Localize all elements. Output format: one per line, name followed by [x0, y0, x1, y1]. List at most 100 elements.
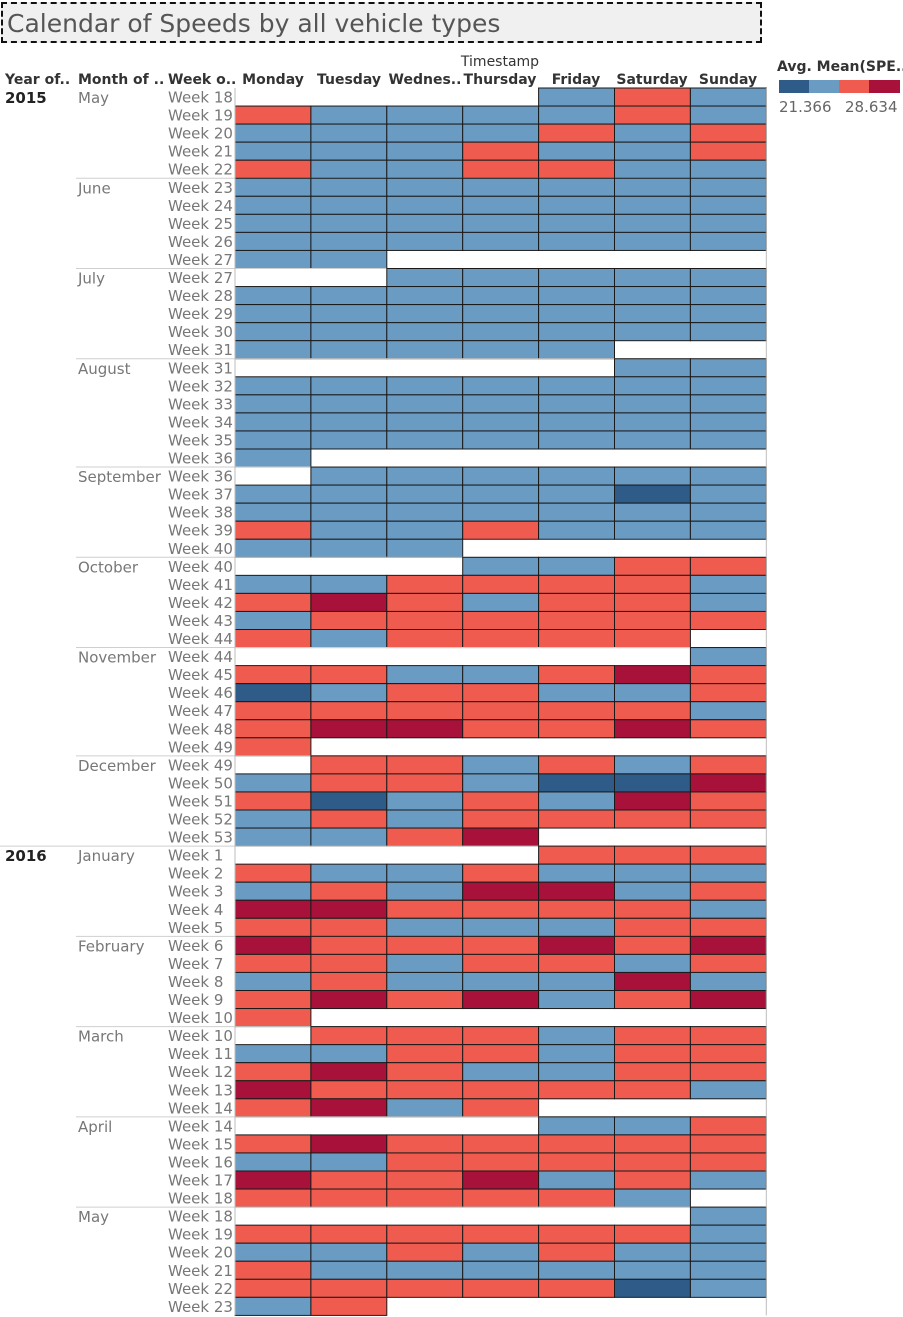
heatmap-cell-friday [538, 574, 615, 594]
heatmap-cell-thursday [462, 827, 540, 847]
heatmap-cell-monday [234, 213, 312, 233]
week-label: Week 23 [168, 1298, 233, 1316]
heatmap-cell-thursday [462, 1170, 540, 1190]
week-label: Week 5 [168, 919, 223, 937]
heatmap-cell-saturday [614, 87, 691, 107]
heatmap-cell-monday [234, 971, 312, 992]
legend-swatch-4 [869, 80, 900, 93]
heatmap-cell-wednesday [386, 1062, 464, 1082]
heatmap-cell-sunday [689, 123, 767, 143]
heatmap-cell-wednesday [386, 195, 464, 215]
week-label: Week 50 [168, 774, 233, 792]
heatmap-cell-saturday [614, 141, 691, 161]
heatmap-cell-wednesday [386, 177, 464, 197]
heatmap-cell-wednesday [386, 484, 464, 504]
heatmap-cell-sunday [689, 719, 767, 739]
week-label: Week 17 [168, 1172, 233, 1190]
legend-swatch-2 [809, 80, 840, 93]
heatmap-cell-monday [234, 1134, 312, 1154]
heatmap-cell-friday [538, 340, 615, 360]
heatmap-cell-saturday [614, 358, 691, 378]
week-label: Week 18 [168, 1208, 233, 1226]
heatmap-cell-wednesday [386, 1152, 464, 1172]
heatmap-cell-tuesday [310, 1062, 388, 1082]
heatmap-cell-thursday [462, 629, 540, 649]
heatmap-cell-sunday [689, 177, 767, 197]
heatmap-cell-sunday [689, 665, 767, 685]
heatmap-cell-saturday [614, 1080, 691, 1100]
heatmap-cell-tuesday [310, 1188, 388, 1208]
month-label: June [77, 179, 111, 197]
heatmap-cell-wednesday [386, 430, 464, 450]
heatmap-cell-friday [538, 863, 615, 883]
heatmap-cell-saturday [614, 1134, 691, 1154]
heatmap-cell-friday [538, 990, 615, 1010]
heatmap-cell-thursday [462, 971, 540, 992]
heatmap-cell-wednesday [386, 1278, 464, 1298]
heatmap-cell-thursday [462, 213, 540, 233]
heatmap-cell-thursday [462, 105, 540, 125]
heatmap-cell-wednesday [386, 159, 464, 179]
heatmap-cell-monday [234, 665, 312, 685]
heatmap-cell-tuesday [310, 1278, 388, 1298]
heatmap-cell-monday [234, 123, 312, 143]
week-label: Week 49 [168, 756, 233, 774]
heatmap-cell-sunday [689, 953, 767, 973]
month-label: July [77, 270, 105, 288]
heatmap-cell-thursday [462, 376, 540, 396]
heatmap-cell-thursday [462, 231, 540, 251]
week-label: Week 8 [168, 973, 223, 991]
heatmap-cell-saturday [614, 953, 691, 973]
heatmap-cell-saturday [614, 629, 691, 649]
heatmap-cell-saturday [614, 412, 691, 432]
heatmap-cell-sunday [689, 881, 767, 901]
day-header-friday: Friday [552, 72, 601, 88]
heatmap-cell-wednesday [386, 773, 464, 793]
heatmap-cell-monday [234, 304, 312, 324]
heatmap-cell-sunday [689, 773, 767, 793]
heatmap-cell-friday [538, 195, 615, 215]
heatmap-cell-monday [234, 1224, 312, 1244]
month-label: January [77, 847, 135, 865]
heatmap-cell-wednesday [386, 917, 464, 937]
heatmap-cell-thursday [462, 935, 540, 955]
heatmap-cell-friday [538, 773, 615, 793]
heatmap-cell-wednesday [386, 1188, 464, 1208]
heatmap-cell-saturday [614, 1242, 691, 1262]
heatmap-cell-monday [234, 1188, 312, 1208]
row-header-year: Year of.. [4, 72, 70, 88]
week-label: Week 23 [168, 179, 233, 197]
week-label: Week 10 [168, 1027, 233, 1045]
heatmap-cell-sunday [689, 899, 767, 919]
week-label: Week 22 [168, 161, 233, 179]
week-label: Week 2 [168, 865, 223, 883]
week-label: Week 49 [168, 738, 233, 756]
heatmap-cell-thursday [462, 177, 540, 197]
heatmap-cell-wednesday [386, 1044, 464, 1064]
heatmap-cell-friday [538, 177, 615, 197]
heatmap-cell-friday [538, 123, 615, 143]
heatmap-cell-tuesday [310, 286, 388, 306]
heatmap-cell-wednesday [386, 394, 464, 414]
heatmap-cell-wednesday [386, 719, 464, 739]
heatmap-cell-sunday [689, 466, 767, 486]
heatmap-cell-tuesday [310, 1296, 388, 1316]
heatmap-cell-thursday [462, 899, 540, 919]
heatmap-cell-sunday [689, 1044, 767, 1064]
heatmap-cell-sunday [689, 1278, 767, 1298]
week-label: Week 38 [168, 504, 233, 522]
heatmap-cell-sunday [689, 971, 767, 992]
heatmap-cell-saturday [614, 592, 691, 612]
week-label: Week 44 [168, 648, 233, 666]
heatmap-cell-monday [234, 683, 312, 703]
heatmap-cell-monday [234, 105, 312, 125]
heatmap-cell-saturday [614, 1224, 691, 1244]
week-label: Week 31 [168, 341, 233, 359]
heatmap-cell-friday [538, 394, 615, 414]
heatmap-cell-sunday [689, 935, 767, 955]
heatmap-cell-monday [234, 430, 312, 450]
month-label: May [78, 89, 109, 107]
month-label: February [78, 937, 145, 955]
heatmap-cell-friday [538, 484, 615, 504]
heatmap-cell-tuesday [310, 1044, 388, 1064]
